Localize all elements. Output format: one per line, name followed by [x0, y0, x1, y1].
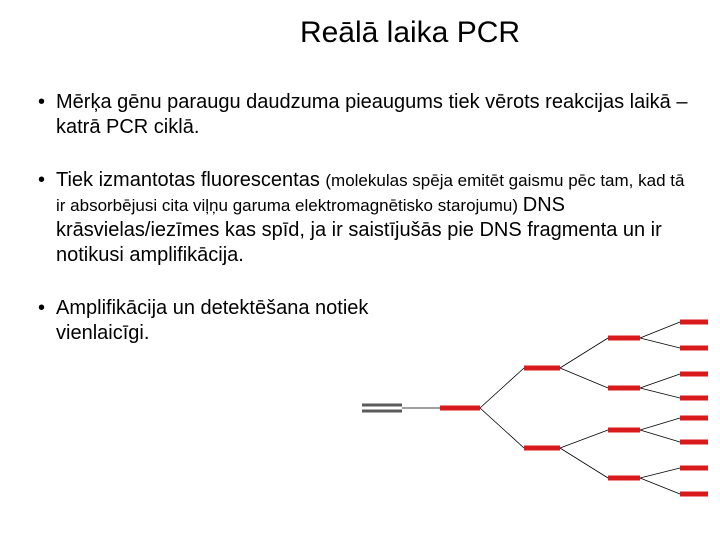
bullet-2-main-1: Tiek izmantotas fluorescentas: [56, 169, 325, 191]
page-title: Reālā laika PCR: [30, 16, 690, 50]
amplification-tree-diagram: [354, 308, 714, 508]
bullet-2: Tiek izmantotas fluorescentas (molekulas…: [38, 168, 690, 268]
bullet-3: Amplifikācija un detektēšana notiek vien…: [38, 296, 398, 346]
bullet-1: Mērķa gēnu paraugu daudzuma pieaugums ti…: [38, 90, 690, 140]
